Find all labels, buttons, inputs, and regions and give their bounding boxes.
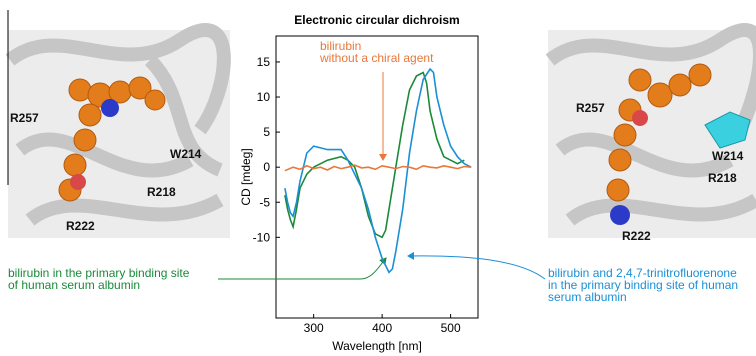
structure-left <box>8 10 230 238</box>
residue-label: R257 <box>10 111 39 125</box>
residue-label: R222 <box>66 219 95 233</box>
figure: Electronic circular dichroism Wavelength… <box>0 0 756 356</box>
residue-label: R218 <box>708 171 737 185</box>
structure-right <box>548 30 756 238</box>
y-tick-label: -10 <box>253 230 271 244</box>
y-tick-label: -5 <box>259 195 270 209</box>
series-label: without a chiral agent <box>319 51 434 65</box>
y-tick-label: 10 <box>257 90 271 104</box>
x-tick-label: 500 <box>441 321 461 335</box>
x-tick-label: 400 <box>372 321 392 335</box>
residue-label: W214 <box>170 147 202 161</box>
y-axis-label: CD [mdeg] <box>239 148 253 205</box>
y-tick-label: 0 <box>263 160 270 174</box>
annotation-arrow <box>408 256 545 279</box>
x-tick-label: 300 <box>304 321 324 335</box>
chart-title: Electronic circular dichroism <box>294 13 459 27</box>
residue-label: R218 <box>147 185 176 199</box>
y-tick-label: 5 <box>263 125 270 139</box>
x-axis-label: Wavelength [nm] <box>332 339 422 353</box>
annotation-arrow <box>218 258 386 279</box>
series-label: serum albumin <box>548 290 627 304</box>
residue-label: W214 <box>712 149 744 163</box>
series-line <box>285 69 471 272</box>
series-label: of human serum albumin <box>8 278 140 292</box>
series-line <box>285 165 471 171</box>
residue-label: R222 <box>622 229 651 243</box>
y-tick-label: 15 <box>257 55 271 69</box>
residue-label: R257 <box>576 101 605 115</box>
